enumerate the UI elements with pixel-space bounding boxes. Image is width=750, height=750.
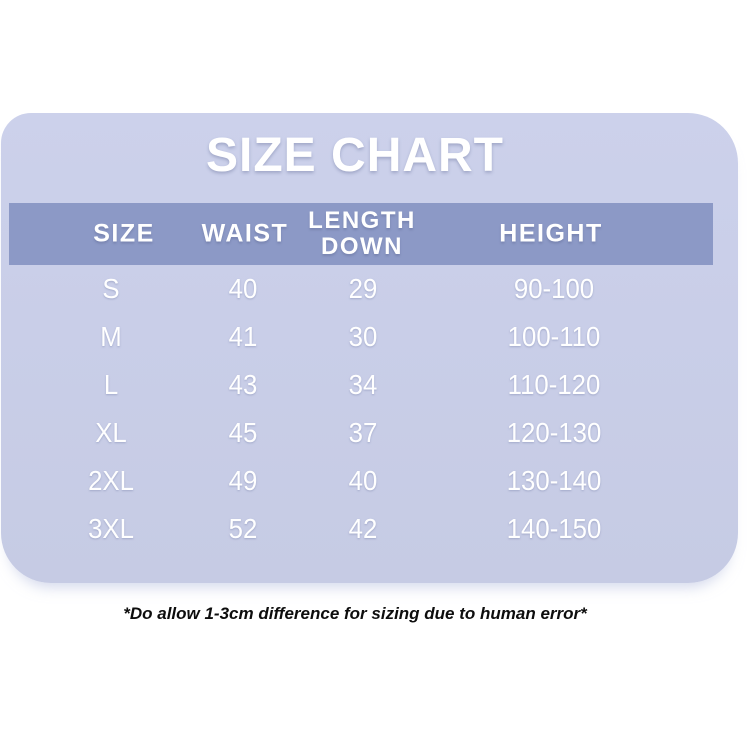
length-value: 30 <box>348 321 378 352</box>
table-header-row: SIZE WAIST LENGTH DOWN HEIGHT <box>9 203 713 265</box>
table-row-xl: XL 45 37 120-130 <box>9 409 713 457</box>
height-value: 140-150 <box>506 513 602 544</box>
height-value: 130-140 <box>506 465 602 496</box>
column-header-height: HEIGHT <box>499 219 603 248</box>
size-value: 2XL <box>88 465 134 496</box>
size-value: S <box>102 273 120 304</box>
waist-value: 52 <box>228 513 258 544</box>
size-value: 3XL <box>88 513 134 544</box>
column-header-waist: WAIST <box>201 219 289 248</box>
waist-value: 40 <box>228 273 258 304</box>
size-value: L <box>103 369 119 400</box>
length-value: 29 <box>348 273 378 304</box>
height-value: 90-100 <box>513 273 595 304</box>
table-row-l: L 43 34 110-120 <box>9 361 713 409</box>
size-chart-panel: SIZE CHART SIZE WAIST LENGTH DOWN HEIGHT… <box>1 113 738 583</box>
length-value: 34 <box>348 369 378 400</box>
table-row-2xl: 2XL 49 40 130-140 <box>9 457 713 505</box>
waist-value: 41 <box>228 321 258 352</box>
column-header-length-down: LENGTH DOWN <box>308 207 416 260</box>
column-header-size: SIZE <box>93 219 155 248</box>
height-value: 110-120 <box>507 369 601 400</box>
size-table-body: S 40 29 90-100 M 41 30 100-110 L 43 34 1… <box>9 265 713 553</box>
length-value: 37 <box>348 417 378 448</box>
height-value: 120-130 <box>506 417 602 448</box>
height-value: 100-110 <box>507 321 601 352</box>
waist-value: 43 <box>228 369 258 400</box>
size-value: M <box>100 321 122 352</box>
size-value: XL <box>95 417 127 448</box>
waist-value: 49 <box>228 465 258 496</box>
length-value: 40 <box>348 465 378 496</box>
table-row-3xl: 3XL 52 42 140-150 <box>9 505 713 553</box>
page-title: SIZE CHART <box>206 129 504 182</box>
sizing-disclaimer: *Do allow 1-3cm difference for sizing du… <box>123 604 587 623</box>
table-row-s: S 40 29 90-100 <box>9 265 713 313</box>
length-value: 42 <box>348 513 378 544</box>
table-row-m: M 41 30 100-110 <box>9 313 713 361</box>
waist-value: 45 <box>228 417 258 448</box>
